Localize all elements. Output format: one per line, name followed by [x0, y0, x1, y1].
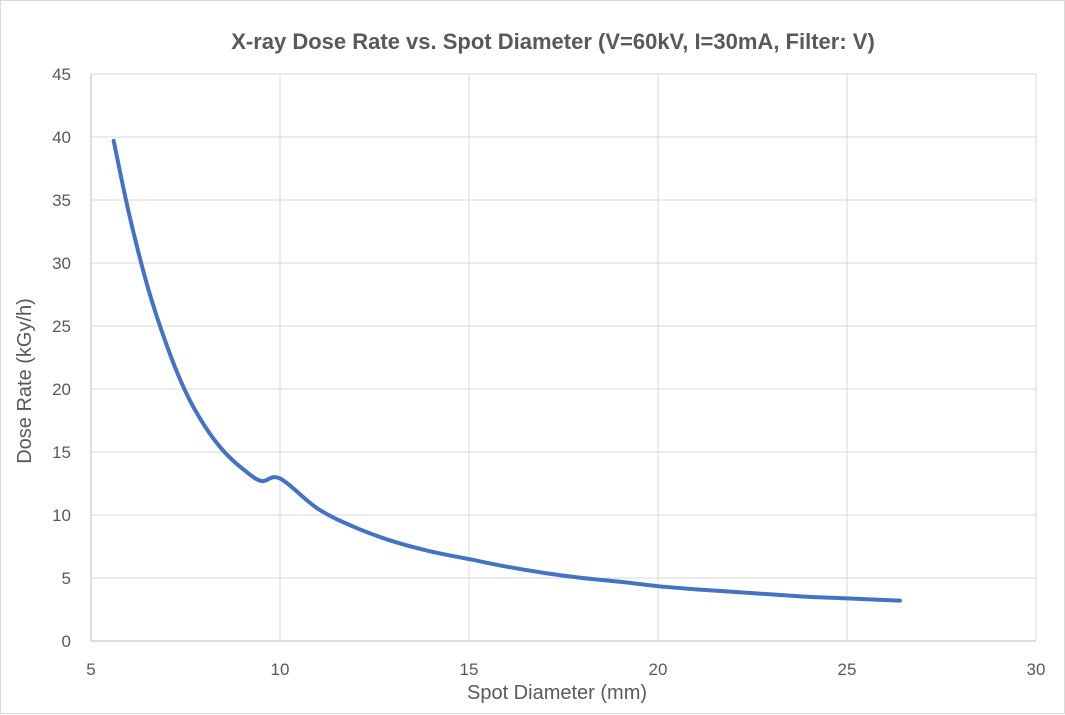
x-tick-label: 25 [838, 660, 857, 679]
y-tick-label: 25 [52, 317, 71, 336]
y-axis-title: Dose Rate (kGy/h) [14, 298, 36, 464]
series-line-0 [111, 138, 902, 603]
gridlines [90, 73, 1037, 642]
x-tick-label: 30 [1027, 660, 1046, 679]
x-tick-label: 10 [271, 660, 290, 679]
y-tick-label: 20 [52, 380, 71, 399]
x-axis-title: Spot Diameter (mm) [467, 682, 647, 704]
y-tick-label: 45 [52, 65, 71, 84]
y-tick-label: 15 [52, 443, 71, 462]
chart-title: X-ray Dose Rate vs. Spot Diameter (V=60k… [231, 29, 875, 54]
x-tick-label: 5 [86, 660, 95, 679]
y-tick-label: 5 [62, 569, 71, 588]
series-layer [111, 138, 902, 603]
x-tick-label: 15 [460, 660, 479, 679]
x-tick-label: 20 [649, 660, 668, 679]
y-tick-label: 35 [52, 191, 71, 210]
y-tick-label: 0 [62, 632, 71, 651]
y-tick-label: 10 [52, 506, 71, 525]
y-tick-label: 30 [52, 254, 71, 273]
y-tick-label: 40 [52, 128, 71, 147]
